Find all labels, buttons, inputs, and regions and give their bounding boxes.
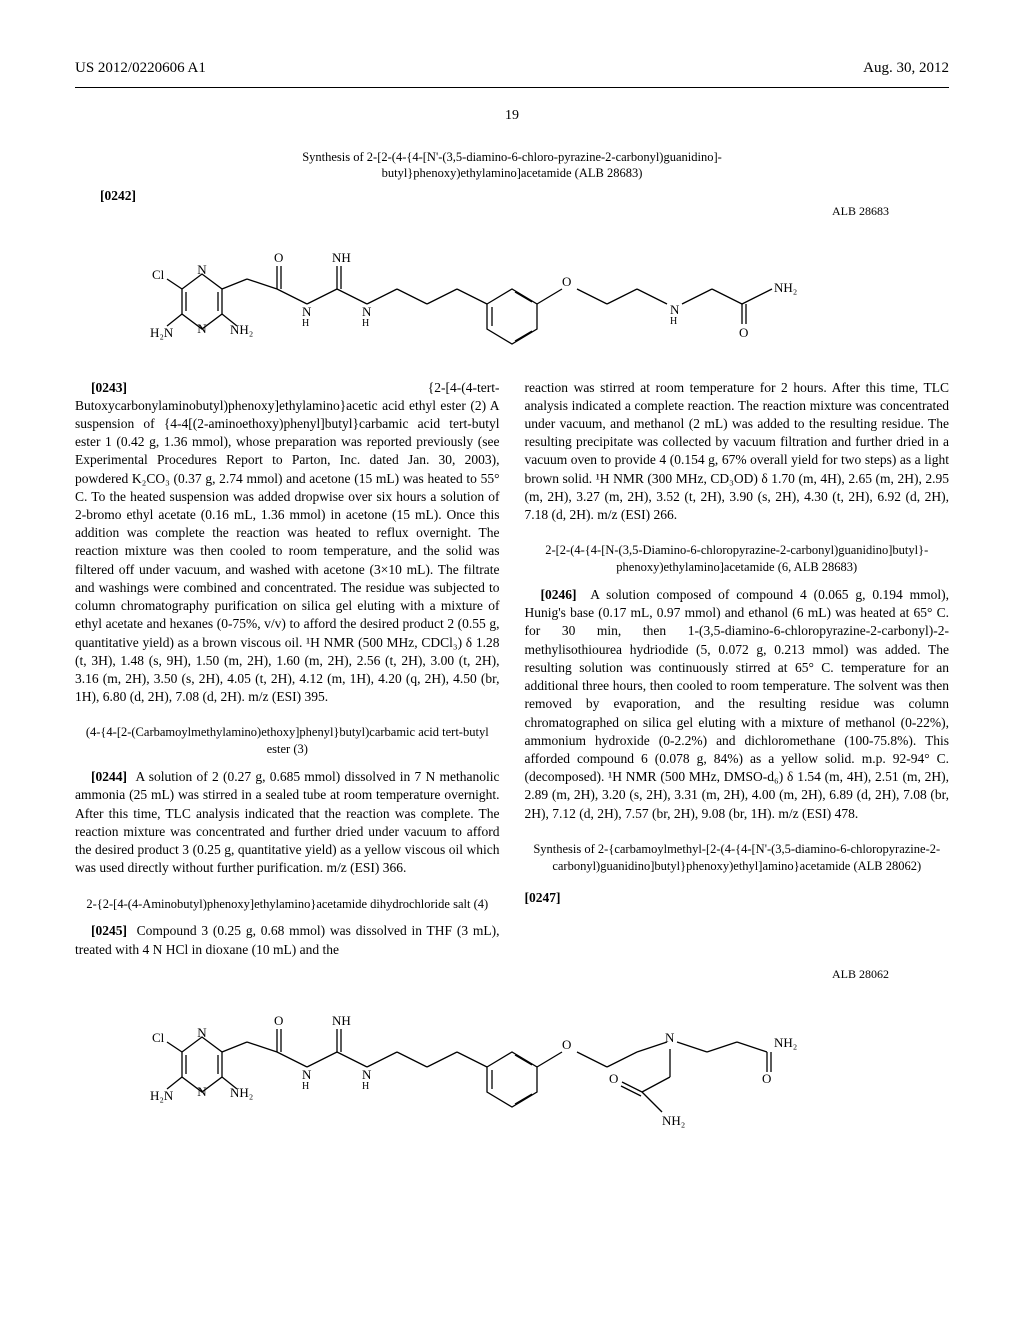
svg-text:H: H xyxy=(362,1081,369,1092)
svg-text:N: N xyxy=(302,304,312,319)
svg-text:Cl: Cl xyxy=(152,267,165,282)
svg-text:NH₂: NH₂ xyxy=(230,322,253,337)
structure-2-label: ALB 28062 xyxy=(75,967,949,982)
para-0243-text: {2-[4-(4-tert-Butoxycarbonylaminobutyl)p… xyxy=(75,380,500,705)
svg-text:N: N xyxy=(197,1084,207,1099)
svg-text:N: N xyxy=(665,1030,675,1045)
svg-text:H: H xyxy=(302,1081,309,1092)
svg-text:H₂N: H₂N xyxy=(150,1088,174,1103)
header-divider xyxy=(75,87,949,88)
para-0247-label: [0247] xyxy=(525,890,561,905)
svg-text:NH₂: NH₂ xyxy=(774,280,797,295)
right-p1: reaction was stirred at room temperature… xyxy=(525,379,950,525)
para-0246-label: [0246] xyxy=(541,587,577,602)
svg-text:Cl: Cl xyxy=(152,1030,165,1045)
para-0246-text: A solution composed of compound 4 (0.065… xyxy=(525,587,950,821)
svg-text:NH: NH xyxy=(332,1013,351,1028)
svg-text:H: H xyxy=(670,316,677,327)
structure-1-label: ALB 28683 xyxy=(75,204,949,219)
para-0243-label: [0243] xyxy=(91,380,127,395)
left-sub-2: 2-{2-[4-(4-Aminobutyl)phenoxy]ethylamino… xyxy=(75,896,500,913)
svg-text:N: N xyxy=(197,262,207,277)
svg-text:O: O xyxy=(274,250,283,265)
para-0245-text: Compound 3 (0.25 g, 0.68 mmol) was disso… xyxy=(75,923,500,956)
svg-text:O: O xyxy=(562,1037,571,1052)
synthesis-title-1: Synthesis of 2-[2-(4-{4-[N'-(3,5-diamino… xyxy=(294,149,731,182)
svg-text:N: N xyxy=(197,1025,207,1040)
para-0242-label: [0242] xyxy=(100,188,136,203)
svg-text:N: N xyxy=(670,302,680,317)
right-column: reaction was stirred at room temperature… xyxy=(525,379,950,967)
left-sub-1: (4-{4-[2-(Carbamoylmethylamino)ethoxy]ph… xyxy=(75,724,500,758)
svg-text:H: H xyxy=(302,318,309,329)
right-sub-2: Synthesis of 2-{carbamoylmethyl-[2-(4-{4… xyxy=(525,841,950,875)
svg-text:O: O xyxy=(609,1071,618,1086)
publication-date: Aug. 30, 2012 xyxy=(863,60,949,77)
svg-text:NH₂: NH₂ xyxy=(774,1035,797,1050)
chemical-structure-1: Cl H₂N NH₂ N N O NH NH NH O NH O NH₂ xyxy=(75,234,949,364)
svg-text:NH₂: NH₂ xyxy=(662,1113,685,1128)
svg-text:N: N xyxy=(362,304,372,319)
svg-text:N: N xyxy=(197,321,207,336)
svg-text:O: O xyxy=(562,274,571,289)
para-0244-text: A solution of 2 (0.27 g, 0.685 mmol) dis… xyxy=(75,769,500,875)
svg-text:NH₂: NH₂ xyxy=(230,1085,253,1100)
right-sub-1: 2-[2-(4-{4-[N-(3,5-Diamino-6-chloropyraz… xyxy=(525,542,950,576)
para-0244-label: [0244] xyxy=(91,769,127,784)
para-0245-label: [0245] xyxy=(91,923,127,938)
svg-text:H₂N: H₂N xyxy=(150,325,174,340)
svg-text:O: O xyxy=(274,1013,283,1028)
left-column: [0243] {2-[4-(4-tert-Butoxycarbonylamino… xyxy=(75,379,500,967)
chemical-structure-2: Cl H₂N NH₂ N N O NH NH NH O N NH₂ O O NH… xyxy=(75,997,949,1137)
svg-text:O: O xyxy=(739,325,748,340)
svg-text:N: N xyxy=(302,1067,312,1082)
svg-text:NH: NH xyxy=(332,250,351,265)
svg-text:H: H xyxy=(362,318,369,329)
svg-text:O: O xyxy=(762,1071,771,1086)
publication-number: US 2012/0220606 A1 xyxy=(75,60,206,77)
svg-text:N: N xyxy=(362,1067,372,1082)
page-number: 19 xyxy=(75,108,949,124)
